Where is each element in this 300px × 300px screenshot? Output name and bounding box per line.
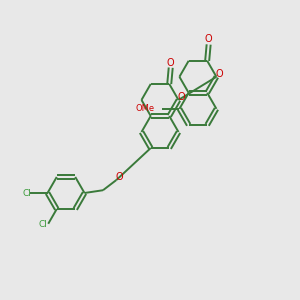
Text: Cl: Cl [22, 188, 31, 197]
Text: O: O [167, 58, 175, 68]
Text: O: O [205, 34, 212, 44]
Text: O: O [216, 69, 223, 79]
Text: O: O [178, 92, 185, 102]
Text: O: O [116, 172, 123, 182]
Text: OMe: OMe [135, 104, 154, 113]
Text: Cl: Cl [39, 220, 48, 229]
